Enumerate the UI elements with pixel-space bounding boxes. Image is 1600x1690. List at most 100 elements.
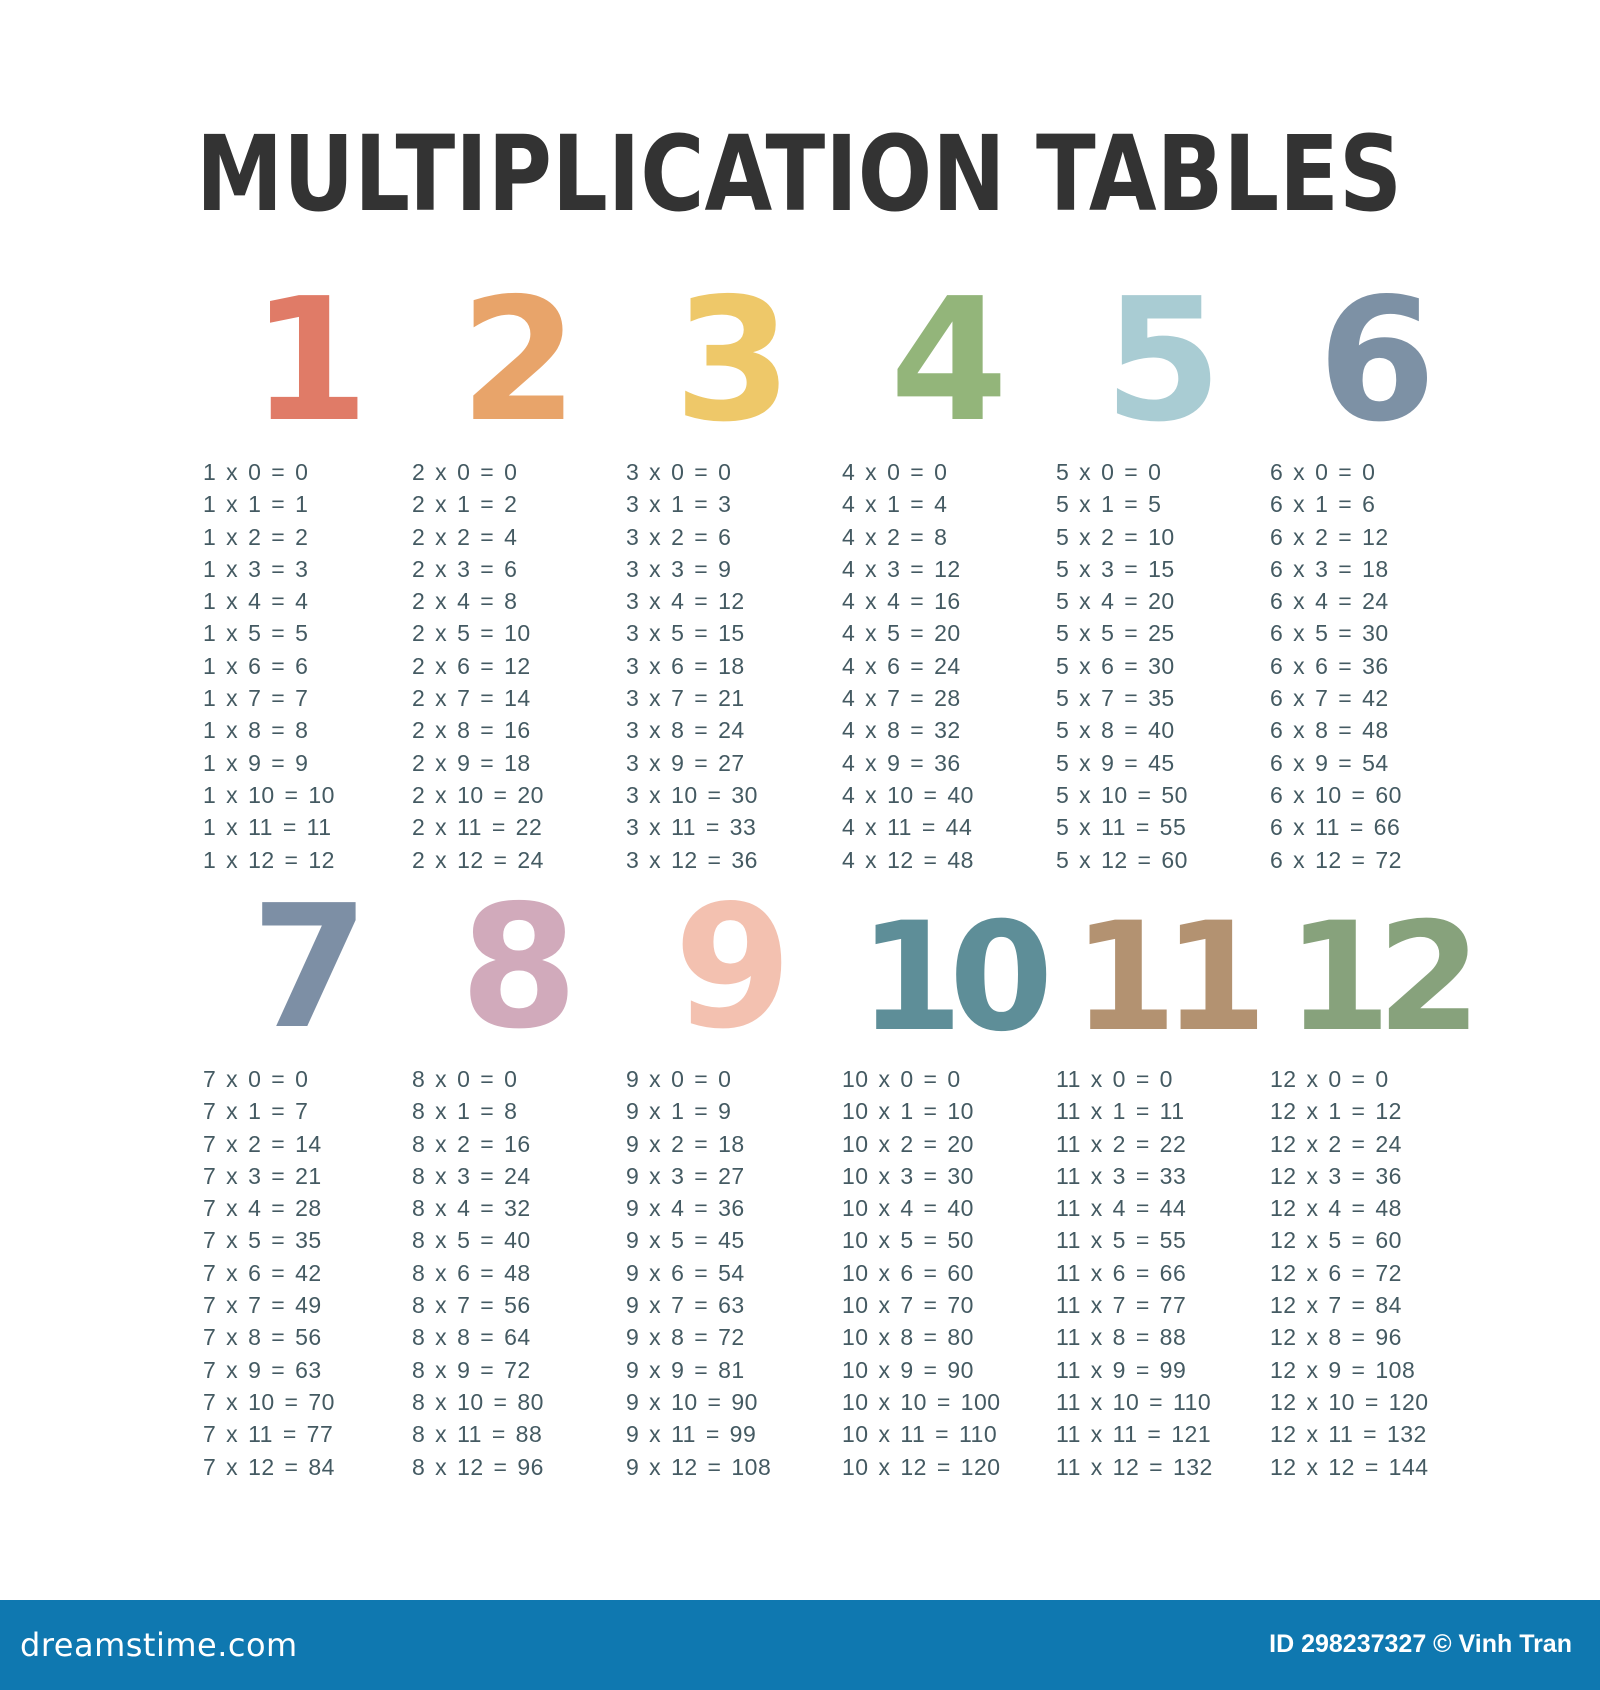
- equation: 11 x 12 = 132: [1056, 1453, 1213, 1480]
- table-number: 6: [1317, 262, 1437, 460]
- equation: 2 x 11 = 22: [412, 814, 543, 841]
- equation: 12 x 1 = 12: [1270, 1098, 1402, 1125]
- equation: 11 x 7 = 77: [1056, 1292, 1187, 1319]
- equation: 1 x 7 = 7: [203, 685, 309, 712]
- page-title: MULTIPLICATION TABLES: [196, 113, 1402, 230]
- table-number: 10: [858, 891, 1054, 1065]
- equation: 4 x 0 = 0: [842, 459, 948, 485]
- equation: 5 x 7 = 35: [1056, 685, 1175, 712]
- equation: 1 x 8 = 8: [203, 717, 309, 744]
- equation: 4 x 1 = 4: [842, 491, 948, 518]
- equation: 12 x 10 = 120: [1270, 1388, 1429, 1415]
- equation: 1 x 1 = 1: [203, 491, 309, 518]
- table-number: 5: [1103, 262, 1223, 460]
- equation: 5 x 11 = 55: [1056, 814, 1187, 841]
- equation-list: 8 x 0 = 0 8 x 1 = 8 8 x 2 = 16 8 x 3 = 24 8 …: [412, 1063, 544, 1483]
- equation: 8 x 3 = 24: [412, 1162, 531, 1189]
- equation-list: 5 x 0 = 0 5 x 1 = 5 5 x 2 = 10 5 x 3 = 15 5 …: [1056, 456, 1188, 876]
- equation: 11 x 10 = 110: [1056, 1388, 1212, 1415]
- equation: 10 x 4 = 40: [842, 1195, 974, 1222]
- equation: 7 x 3 = 21: [203, 1162, 322, 1189]
- equation: 4 x 9 = 36: [842, 749, 961, 776]
- equation: 8 x 7 = 56: [412, 1292, 531, 1319]
- equation: 5 x 4 = 20: [1056, 588, 1175, 615]
- footer-banner: dreamstime.com ID 298237327 © Vinh Tran: [0, 1600, 1600, 1690]
- equation-list: 9 x 0 = 0 9 x 1 = 9 9 x 2 = 18 9 x 3 = 27 9 …: [626, 1063, 771, 1483]
- title-text: MULTIPLICATION TABLES: [196, 113, 1402, 230]
- equation: 9 x 2 = 18: [626, 1130, 745, 1157]
- equation: 8 x 4 = 32: [412, 1195, 531, 1222]
- equation: 7 x 10 = 70: [203, 1388, 335, 1415]
- equation: 6 x 8 = 48: [1270, 717, 1389, 744]
- equation: 8 x 9 = 72: [412, 1356, 531, 1383]
- equation: 6 x 4 = 24: [1270, 588, 1389, 615]
- equation: 5 x 9 = 45: [1056, 749, 1175, 776]
- equation: 11 x 9 = 99: [1056, 1356, 1187, 1383]
- equation: 3 x 8 = 24: [626, 717, 745, 744]
- equation: 7 x 2 = 14: [203, 1130, 322, 1157]
- equation: 4 x 10 = 40: [842, 781, 974, 808]
- equation: 12 x 6 = 72: [1270, 1259, 1402, 1286]
- equation: 9 x 0 = 0: [626, 1066, 732, 1092]
- equation-list: 7 x 0 = 0 7 x 1 = 7 7 x 2 = 14 7 x 3 = 21 7 …: [203, 1063, 335, 1483]
- equation: 2 x 10 = 20: [412, 781, 544, 808]
- equation: 11 x 0 = 0: [1056, 1066, 1173, 1092]
- table-number: 8: [459, 869, 579, 1067]
- equation: 1 x 4 = 4: [203, 588, 309, 615]
- equation: 9 x 4 = 36: [626, 1195, 745, 1222]
- equation: 12 x 5 = 60: [1270, 1227, 1402, 1254]
- equation: 12 x 8 = 96: [1270, 1324, 1402, 1351]
- equation: 4 x 8 = 32: [842, 717, 961, 744]
- equation: 12 x 11 = 132: [1270, 1421, 1427, 1448]
- equation: 10 x 2 = 20: [842, 1130, 974, 1157]
- table-number: 4: [889, 262, 1009, 460]
- brand-logo[interactable]: dreamstime.com: [20, 1626, 298, 1664]
- equation: 12 x 3 = 36: [1270, 1162, 1402, 1189]
- equation: 3 x 3 = 9: [626, 555, 732, 582]
- equation: 7 x 6 = 42: [203, 1259, 322, 1286]
- equation: 12 x 9 = 108: [1270, 1356, 1416, 1383]
- equation: 11 x 8 = 88: [1056, 1324, 1187, 1351]
- equation: 6 x 6 = 36: [1270, 652, 1389, 679]
- equation: 10 x 0 = 0: [842, 1066, 961, 1092]
- equation: 6 x 12 = 72: [1270, 846, 1402, 873]
- equation: 4 x 4 = 16: [842, 588, 961, 615]
- equation: 10 x 1 = 10: [842, 1098, 974, 1125]
- equation: 1 x 10 = 10: [203, 781, 335, 808]
- equation: 7 x 5 = 35: [203, 1227, 322, 1254]
- equation: 9 x 7 = 63: [626, 1292, 745, 1319]
- equation: 2 x 8 = 16: [412, 717, 531, 744]
- equation: 9 x 8 = 72: [626, 1324, 745, 1351]
- equation: 7 x 11 = 77: [203, 1421, 334, 1448]
- equation: 10 x 12 = 120: [842, 1453, 1001, 1480]
- table-number: 11: [1072, 891, 1268, 1065]
- equation: 2 x 7 = 14: [412, 685, 531, 712]
- equation: 8 x 10 = 80: [412, 1388, 544, 1415]
- equation: 10 x 5 = 50: [842, 1227, 974, 1254]
- equation: 4 x 7 = 28: [842, 685, 961, 712]
- equation: 12 x 12 = 144: [1270, 1453, 1429, 1480]
- equation: 8 x 2 = 16: [412, 1130, 531, 1157]
- equation: 3 x 4 = 12: [626, 588, 745, 615]
- equation: 10 x 7 = 70: [842, 1292, 974, 1319]
- equation: 2 x 4 = 8: [412, 588, 518, 615]
- equation: 8 x 0 = 0: [412, 1066, 518, 1092]
- equation: 12 x 7 = 84: [1270, 1292, 1402, 1319]
- equation: 5 x 6 = 30: [1056, 652, 1175, 679]
- equation: 5 x 12 = 60: [1056, 846, 1188, 873]
- equation: 10 x 6 = 60: [842, 1259, 974, 1286]
- equation-list: 1 x 0 = 0 1 x 1 = 1 1 x 2 = 2 1 x 3 = 3 1 x …: [203, 456, 335, 876]
- equation: 9 x 9 = 81: [626, 1356, 745, 1383]
- equation: 2 x 5 = 10: [412, 620, 531, 647]
- equation: 1 x 11 = 11: [203, 814, 332, 841]
- equation: 1 x 0 = 0: [203, 459, 309, 485]
- equation: 3 x 1 = 3: [626, 491, 732, 518]
- equation: 2 x 1 = 2: [412, 491, 518, 518]
- equation-list: 6 x 0 = 0 6 x 1 = 6 6 x 2 = 12 6 x 3 = 18 6 …: [1270, 456, 1402, 876]
- equation: 1 x 9 = 9: [203, 749, 309, 776]
- table-number: 3: [673, 262, 793, 460]
- equation-list: 12 x 0 = 0 12 x 1 = 12 12 x 2 = 24 12 x 3 =…: [1270, 1063, 1429, 1483]
- equation: 1 x 2 = 2: [203, 523, 309, 550]
- equation: 3 x 10 = 30: [626, 781, 758, 808]
- equation: 6 x 1 = 6: [1270, 491, 1376, 518]
